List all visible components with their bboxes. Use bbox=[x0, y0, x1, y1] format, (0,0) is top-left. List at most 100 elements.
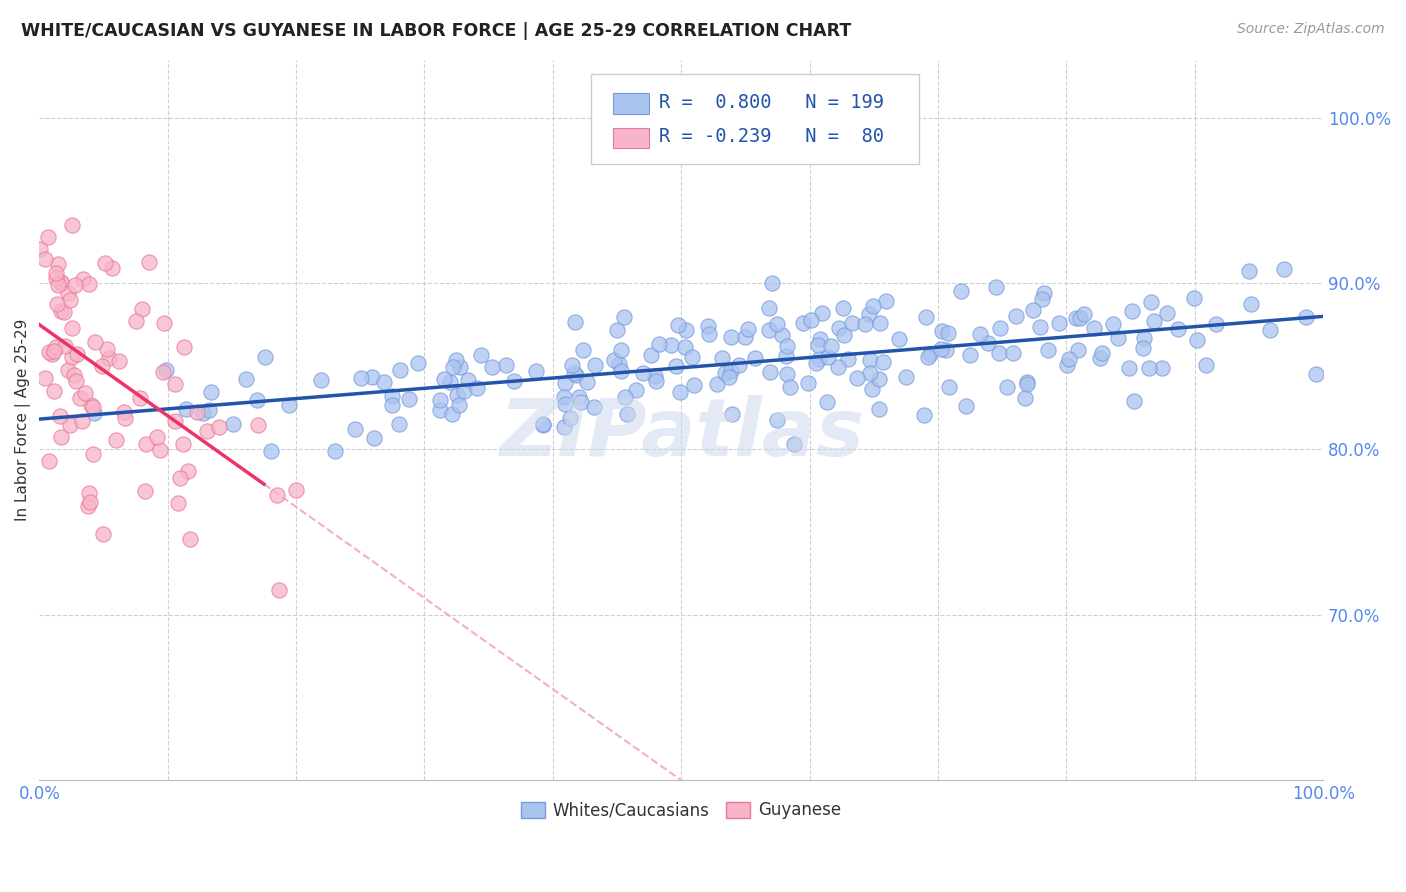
Point bbox=[984, 279, 1007, 293]
Point bbox=[59, 417, 82, 432]
Point bbox=[470, 348, 492, 362]
Point bbox=[706, 376, 728, 391]
Point bbox=[1031, 292, 1053, 306]
Point bbox=[929, 342, 952, 356]
Point bbox=[44, 384, 66, 399]
Point bbox=[114, 410, 136, 425]
Point bbox=[1237, 264, 1260, 278]
Point bbox=[894, 370, 917, 384]
Point bbox=[441, 360, 464, 375]
Point bbox=[444, 353, 467, 368]
Point bbox=[406, 356, 429, 370]
Point bbox=[977, 336, 1000, 351]
Point bbox=[1133, 330, 1156, 344]
Point bbox=[811, 305, 834, 319]
Point bbox=[481, 360, 503, 375]
Point bbox=[938, 380, 960, 394]
Point bbox=[398, 392, 420, 406]
Point bbox=[1102, 317, 1125, 331]
Point bbox=[381, 389, 404, 403]
Point bbox=[569, 395, 592, 409]
Point bbox=[1047, 316, 1070, 330]
Point bbox=[1167, 322, 1189, 336]
Point bbox=[1090, 351, 1112, 365]
Point bbox=[246, 418, 269, 433]
Point bbox=[616, 408, 638, 422]
Point bbox=[718, 369, 741, 384]
Point bbox=[1305, 367, 1327, 381]
Point bbox=[200, 384, 222, 399]
Point bbox=[60, 218, 83, 232]
Point bbox=[782, 436, 804, 450]
Point bbox=[524, 363, 547, 377]
Point bbox=[1152, 361, 1174, 376]
Point bbox=[429, 392, 451, 407]
Point bbox=[41, 347, 63, 361]
Point bbox=[846, 371, 869, 385]
Point bbox=[145, 430, 167, 444]
Point bbox=[195, 424, 218, 438]
Point bbox=[174, 402, 197, 417]
Point bbox=[285, 483, 308, 497]
Point bbox=[167, 496, 190, 510]
Point bbox=[1022, 303, 1045, 318]
Point bbox=[827, 360, 849, 375]
Point bbox=[429, 402, 451, 417]
Point bbox=[675, 323, 697, 337]
FancyBboxPatch shape bbox=[613, 94, 650, 113]
Point bbox=[1205, 317, 1227, 331]
Point bbox=[832, 328, 855, 343]
Point bbox=[766, 412, 789, 426]
Point bbox=[554, 397, 576, 411]
Point bbox=[1014, 391, 1036, 405]
Point bbox=[800, 313, 823, 327]
Point bbox=[711, 351, 734, 366]
Point bbox=[83, 406, 105, 420]
Point bbox=[446, 388, 468, 402]
Text: R =  0.800   N = 199: R = 0.800 N = 199 bbox=[659, 93, 884, 112]
Point bbox=[277, 398, 299, 412]
Point bbox=[344, 422, 367, 436]
Point bbox=[69, 392, 91, 406]
Point bbox=[610, 343, 633, 357]
Point bbox=[858, 307, 880, 321]
Point bbox=[1064, 310, 1087, 325]
Point bbox=[1140, 295, 1163, 310]
Point bbox=[918, 346, 941, 360]
Point bbox=[758, 323, 780, 337]
Point bbox=[37, 229, 59, 244]
Point bbox=[988, 321, 1011, 335]
Point bbox=[613, 310, 636, 324]
Point bbox=[995, 380, 1018, 394]
Point bbox=[624, 383, 647, 397]
Point bbox=[46, 278, 69, 293]
Point bbox=[49, 409, 72, 423]
Point bbox=[807, 351, 830, 366]
Point bbox=[60, 321, 83, 335]
Point bbox=[673, 339, 696, 353]
Point bbox=[817, 350, 839, 364]
Point bbox=[1142, 314, 1164, 328]
Point bbox=[1002, 345, 1025, 359]
Point bbox=[720, 330, 742, 344]
Point bbox=[917, 350, 939, 364]
Point bbox=[988, 346, 1011, 360]
Point bbox=[631, 366, 654, 380]
Point bbox=[1029, 320, 1052, 334]
Point bbox=[453, 384, 475, 399]
Point bbox=[131, 301, 153, 316]
Point bbox=[96, 342, 118, 356]
Point bbox=[53, 304, 76, 318]
Point bbox=[222, 417, 245, 431]
Point bbox=[105, 434, 128, 448]
Point bbox=[66, 347, 89, 361]
Point bbox=[807, 338, 830, 352]
Point bbox=[266, 487, 288, 501]
Point bbox=[554, 376, 576, 390]
Point bbox=[859, 352, 882, 367]
Point bbox=[859, 366, 882, 380]
Point bbox=[610, 364, 633, 378]
Point bbox=[246, 392, 269, 407]
Point bbox=[112, 404, 135, 418]
Point bbox=[28, 242, 51, 256]
